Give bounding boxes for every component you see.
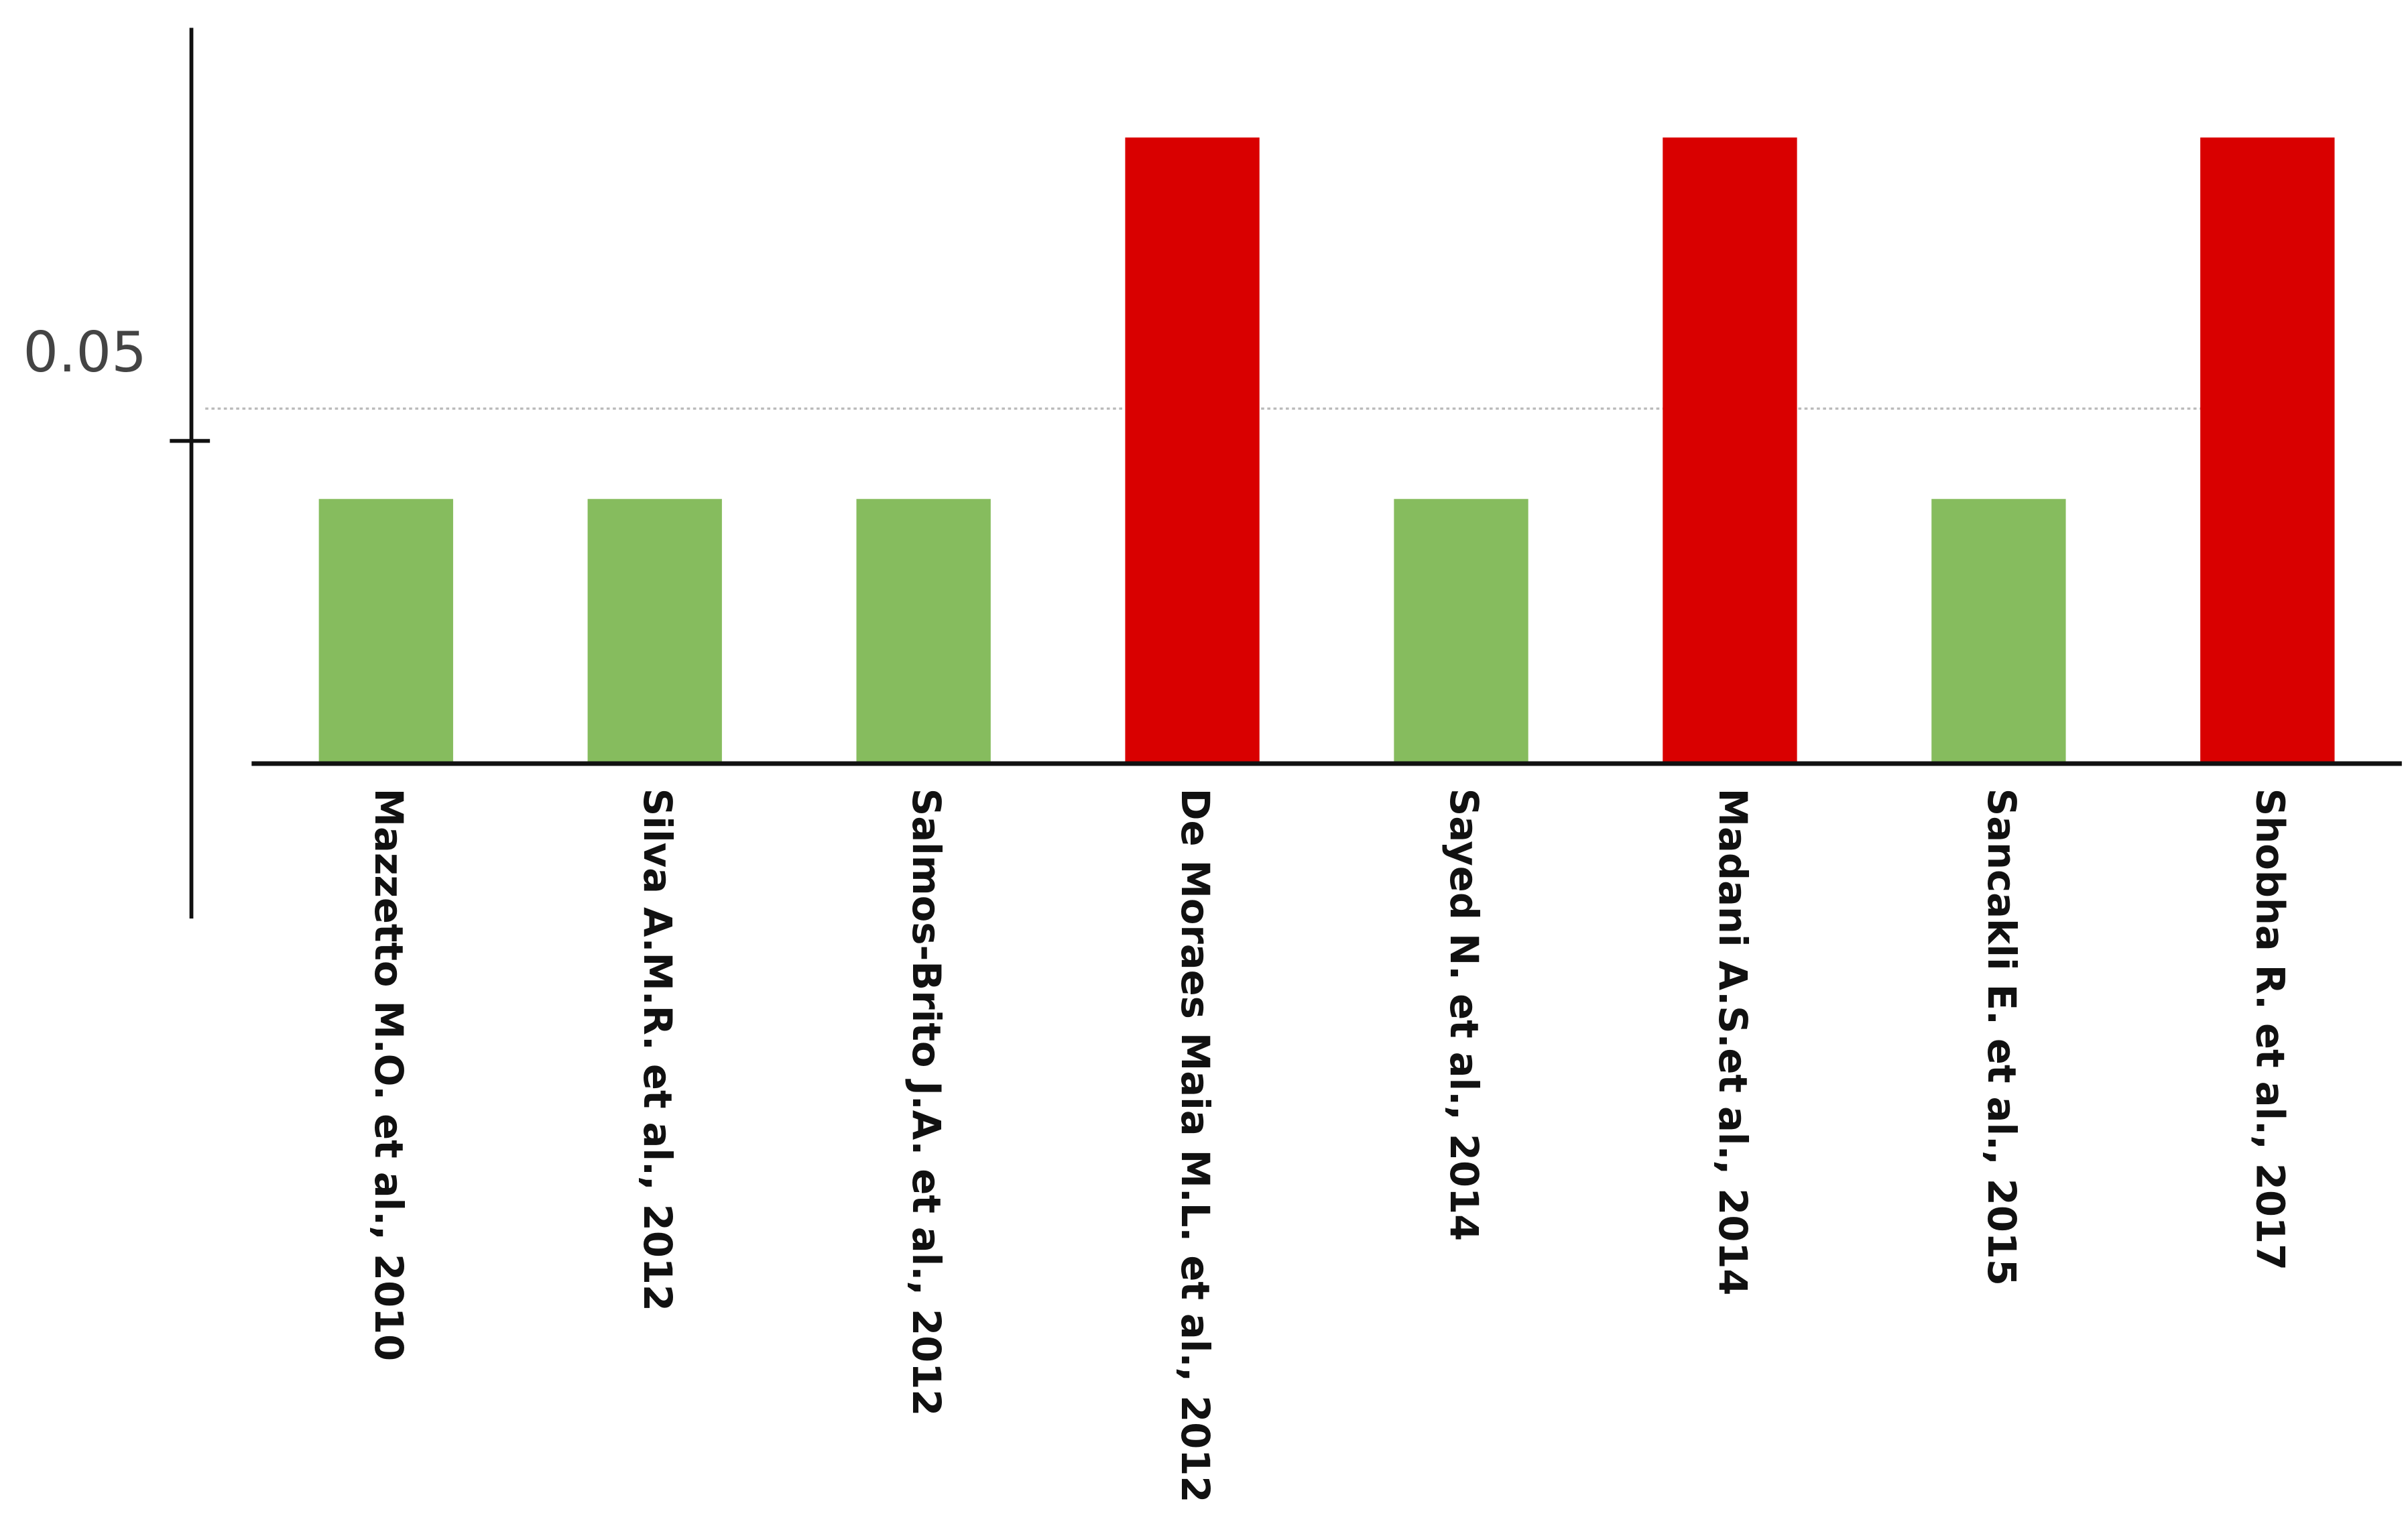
- x-tick-label: Madani A.S.et al., 2014: [1710, 788, 1755, 1296]
- bar: [1125, 137, 1260, 764]
- x-tick-label: Shobha R. et al., 2017: [2248, 788, 2293, 1271]
- bar: [856, 499, 991, 764]
- bar: [587, 499, 722, 764]
- bar: [2200, 137, 2335, 764]
- x-tick-label: Sancakli E. et al., 2015: [1979, 788, 2024, 1286]
- bar: [1394, 499, 1528, 764]
- bar: [318, 499, 453, 764]
- bar: [1931, 499, 2066, 764]
- x-tick-label: Mazzetto M.O. et al., 2010: [366, 788, 411, 1361]
- y-tick-label: 0.05: [23, 320, 147, 385]
- x-tick-label: De Moraes Maia M.L. et al., 2012: [1172, 788, 1217, 1503]
- x-tick-label: Silva A.M.R. et al., 2012: [635, 788, 680, 1311]
- x-tick-label: Sayed N. et al., 2014: [1441, 788, 1486, 1241]
- x-tick-label: Salmos-Brito J.A. et al., 2012: [904, 788, 949, 1417]
- bar: [1663, 137, 1797, 764]
